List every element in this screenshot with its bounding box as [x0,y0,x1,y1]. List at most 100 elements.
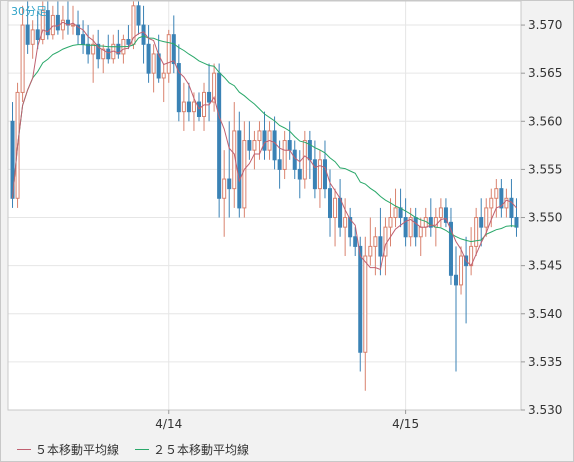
candle-body [191,101,196,113]
candle-body [86,43,91,55]
candle-body [292,149,297,170]
candle-body [353,236,358,247]
candle [393,188,398,228]
y-tick-label: 3.570 [528,18,562,32]
candle [136,1,141,35]
y-tick-label: 3.560 [528,114,562,128]
candle [312,140,317,199]
candle [176,44,181,122]
candle-body [272,130,277,161]
candle-body [368,245,373,257]
candle [328,169,333,237]
candle-body [176,63,181,113]
candle [91,34,96,83]
candle [181,82,186,131]
candle-body [494,188,499,199]
candle-body [443,207,448,223]
candle-body [282,140,287,170]
candle-body [474,217,479,247]
candle-body [207,91,212,103]
candle [292,140,297,180]
candle [448,207,453,285]
candle-body [287,140,292,151]
ma5-line [12,21,517,271]
candle [101,44,106,74]
candle-body [161,72,166,79]
candle [151,44,156,93]
candle [70,5,76,35]
ma5-swatch [17,448,31,450]
candle-body [338,197,343,228]
candle-body [328,188,333,219]
candle [479,198,484,247]
candle [438,198,443,228]
candle-body [76,24,81,36]
candle-body [403,217,408,238]
candle-body [509,197,514,219]
candle [116,29,121,59]
candle [494,179,499,218]
y-tick-label: 3.550 [528,211,562,225]
candle [333,188,338,247]
candle [509,179,514,228]
candle-body [413,217,418,238]
candle-body [55,14,60,31]
candle [55,1,60,35]
candle-body [101,48,106,60]
candle [403,198,408,247]
candle-body [433,217,438,228]
candle-body [25,24,30,45]
candle-body [237,130,242,209]
candle [358,236,363,372]
candle-body [428,217,433,228]
candle-body [333,197,338,219]
candle [126,25,131,50]
candle [222,150,227,237]
candle-body [489,197,494,209]
candle [317,150,322,208]
candle [106,34,111,64]
candle [443,198,448,228]
candle-body [181,101,186,113]
candle-body [222,178,227,199]
y-tick-label: 3.535 [528,355,562,369]
candle-body [242,140,247,209]
candle-body [358,245,363,353]
candle [262,111,267,160]
candle-body [453,274,459,286]
candle [252,130,257,170]
candle-body [378,236,383,257]
y-tick-label: 3.555 [528,162,562,176]
candle-body [146,43,151,74]
candle [348,207,353,247]
candle [86,25,91,64]
candle [353,227,358,257]
y-tick-label: 3.565 [528,66,562,80]
legend-label-ma25: ２５本移動平均線 [153,442,250,457]
candle-body [252,140,257,151]
candle-body [262,130,267,151]
candle [282,130,287,180]
period-label: 30分足 [11,5,47,18]
legend-item-ma5: ５本移動平均線 [17,441,119,458]
candle-body [302,140,307,180]
candle [378,207,383,276]
candle-body [257,130,262,142]
candle-body [81,34,86,45]
legend-item-ma25: ２５本移動平均線 [135,441,249,458]
candle [131,1,136,50]
y-axis: 3.570 3.565 3.560 3.555 3.550 3.545 3.540 3.535… [521,18,562,417]
candle [166,29,171,83]
candle-body [126,38,131,45]
candle-body [514,217,519,228]
candle-body [408,217,413,238]
candle [30,20,35,59]
y-tick-label: 3.540 [528,307,562,321]
y-tick-label: 3.530 [528,403,562,417]
candle [25,1,30,54]
candle [96,29,101,69]
legend: ５本移動平均線 ２５本移動平均線 [1,437,573,461]
candle [212,63,217,112]
candle [504,188,509,218]
candle [20,5,25,103]
